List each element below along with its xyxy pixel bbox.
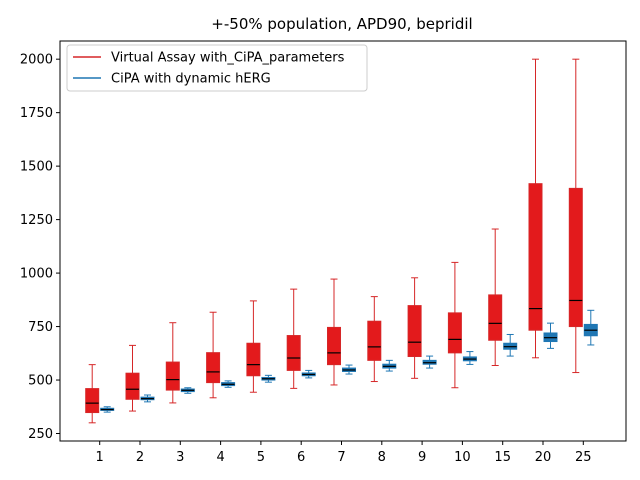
- box-group: [488, 228, 503, 366]
- box: [568, 187, 583, 328]
- chart-title: +-50% population, APD90, bepridil: [211, 15, 472, 33]
- legend-label: CiPA with dynamic hERG: [111, 72, 271, 87]
- box: [246, 342, 261, 377]
- box-group: [583, 309, 598, 346]
- box-group: [261, 374, 276, 383]
- box-group: [140, 394, 155, 403]
- x-tick-label: 20: [535, 450, 552, 465]
- x-tick-label: 10: [454, 450, 471, 465]
- x-tick-label: 4: [216, 450, 224, 465]
- box-group: [165, 322, 180, 404]
- y-tick-label: 2000: [20, 53, 53, 68]
- box-group: [568, 58, 583, 374]
- box-group: [422, 355, 437, 369]
- legend-box: [66, 44, 368, 92]
- box-group: [543, 322, 558, 349]
- box-group: [206, 311, 221, 399]
- x-tick-label: 2: [136, 450, 144, 465]
- y-tick-label: 1750: [20, 106, 53, 121]
- x-tick-label: 1: [96, 450, 104, 465]
- box: [488, 294, 503, 341]
- box-group: [286, 288, 301, 389]
- box-group: [382, 359, 397, 372]
- box-group: [246, 300, 261, 393]
- box-group: [528, 58, 543, 359]
- box: [447, 312, 462, 354]
- y-tick-label: 750: [28, 320, 53, 335]
- x-tick-label: 8: [378, 450, 386, 465]
- y-tick-label: 250: [28, 427, 53, 442]
- box-group: [301, 369, 316, 379]
- box: [407, 305, 422, 358]
- axes-frame: [59, 40, 627, 442]
- x-tick-label: 25: [575, 450, 592, 465]
- box-group: [342, 364, 356, 375]
- box-group: [327, 278, 341, 386]
- y-tick-label: 1000: [20, 267, 53, 282]
- box-group: [85, 364, 100, 424]
- box: [327, 326, 341, 366]
- box-group: [100, 406, 115, 413]
- box: [125, 372, 140, 400]
- x-tick-label: 15: [494, 450, 511, 465]
- axes: 250 500 750 1000 1250 1500 1750 2000 1 2 3 4 5 6 7 8 9 10…: [20, 40, 627, 465]
- y-tick-label: 500: [28, 374, 53, 389]
- box-group: [503, 333, 518, 357]
- plot-area: [85, 58, 598, 424]
- box-group: [221, 380, 236, 388]
- x-tick-label: 5: [257, 450, 265, 465]
- x-tick-label: 3: [176, 450, 184, 465]
- x-tick-label: 7: [337, 450, 345, 465]
- box-group: [407, 277, 422, 379]
- legend: Virtual Assay with_CiPA_parameters CiPA w…: [66, 44, 368, 92]
- y-tick-label: 1500: [20, 160, 53, 175]
- box: [85, 388, 100, 414]
- y-tick-label: 1250: [20, 213, 53, 228]
- box: [528, 183, 543, 331]
- box-group: [447, 261, 462, 389]
- x-tick-label: 6: [297, 450, 305, 465]
- legend-label: Virtual Assay with_CiPA_parameters: [111, 51, 345, 66]
- box: [286, 335, 301, 371]
- box-group: [180, 387, 195, 394]
- x-tick-label: 9: [418, 450, 426, 465]
- box: [206, 352, 221, 384]
- box-group: [462, 351, 477, 365]
- box: [367, 320, 382, 361]
- box-group: [367, 296, 382, 383]
- box: [165, 361, 180, 391]
- box-group: [125, 344, 140, 412]
